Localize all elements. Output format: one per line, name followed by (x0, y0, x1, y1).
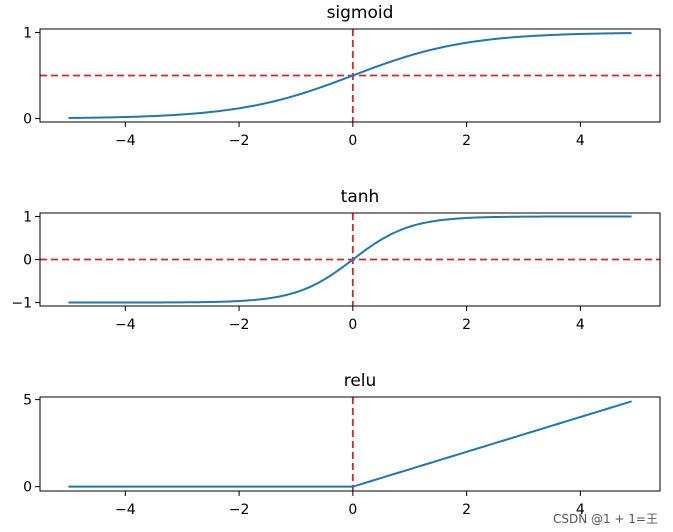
x-tick-label: −2 (229, 133, 250, 149)
subplot-sigmoid: sigmoid −4 −2 0 2 4 0 1 (23, 3, 661, 149)
x-tick-label: 4 (576, 502, 585, 518)
watermark-text: CSDN @1 + 1=王 (553, 512, 658, 526)
y-tick-label: 1 (23, 209, 32, 225)
x-tick-label: 2 (462, 502, 471, 518)
y-tick-label: 0 (23, 480, 32, 496)
x-tick-label: −2 (229, 317, 250, 333)
y-tick-label: 0 (23, 112, 32, 128)
series-line-sigmoid (68, 32, 632, 119)
x-tick-label: 0 (348, 502, 357, 518)
axes-frame (39, 396, 661, 492)
axes-frame (39, 28, 661, 123)
x-tick-label: −2 (229, 502, 250, 518)
x-tick-label: 4 (576, 317, 585, 333)
subplot-title: tanh (341, 187, 380, 207)
subplot-tanh: tanh −4 −2 0 2 4 −1 0 1 (11, 187, 661, 333)
y-tick-label: 1 (23, 25, 32, 41)
x-tick-label: −4 (115, 317, 136, 333)
y-tick-label: 0 (23, 253, 32, 269)
series-line-tanh (68, 215, 632, 304)
x-tick-label: 0 (348, 317, 357, 333)
x-tick-label: 2 (462, 317, 471, 333)
subplot-title: sigmoid (327, 3, 394, 23)
x-tick-label: −4 (115, 502, 136, 518)
y-tick-label: −1 (11, 296, 32, 312)
subplot-title: relu (344, 371, 377, 391)
y-tick-label: 5 (23, 393, 32, 409)
x-tick-label: 0 (348, 133, 357, 149)
x-tick-label: 2 (462, 133, 471, 149)
x-tick-label: −4 (115, 133, 136, 149)
subplot-relu: relu −4 −2 0 2 4 0 5 (23, 371, 661, 518)
x-tick-label: 4 (576, 133, 585, 149)
series-line-relu (68, 400, 632, 488)
